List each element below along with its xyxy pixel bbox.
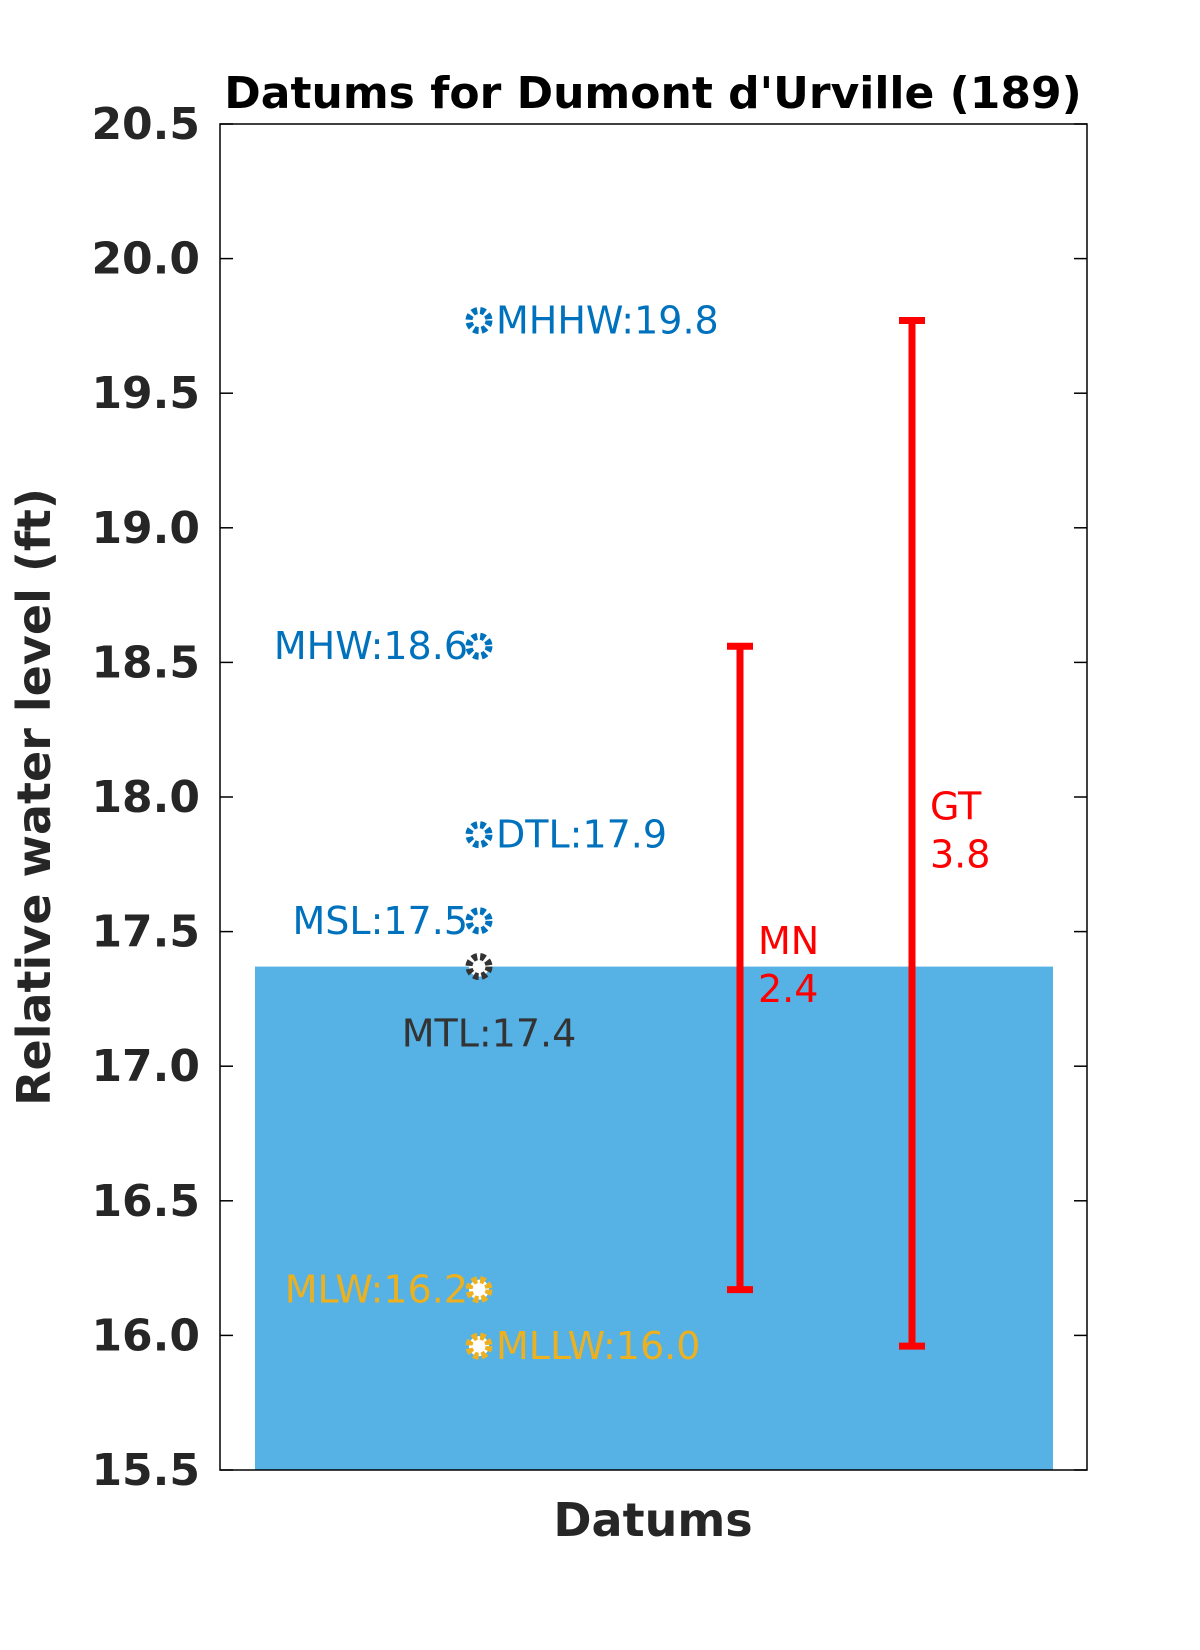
y-tick-label: 17.5 [91,907,200,958]
y-tick-label: 16.0 [91,1310,200,1361]
x-axis-label: Datums [553,1493,752,1547]
datum-marker-mtl [465,953,493,981]
datum-label-mlw: MLW:16.2 [285,1268,468,1312]
y-tick-label: 19.5 [91,368,200,419]
y-axis-label: Relative water level (ft) [7,488,61,1106]
datum-label-msl: MSL:17.5 [293,899,469,943]
datum-label-mtl: MTL:17.4 [402,1012,577,1056]
range-value-gt: 3.8 [930,832,990,876]
y-tick-label: 20.5 [91,99,200,150]
range-value-mn: 2.4 [758,967,818,1011]
datum-marker-mlw [465,1276,493,1304]
range-label-mn: MN [758,919,819,963]
datum-marker-mhhw [465,307,493,335]
datum-marker-mhw [465,632,493,660]
water-level-area [255,966,1053,1470]
datum-label-mllw: MLLW:16.0 [496,1324,700,1368]
datum-label-mhw: MHW:18.6 [274,624,468,668]
tidal-ranges: MN2.4 GT3.8 [727,317,990,1350]
y-tick-label: 17.0 [91,1041,200,1092]
chart-title: Datums for Dumont d'Urville (189) [224,68,1081,119]
datum-marker-dtl [465,821,493,849]
y-tick-label: 19.0 [91,503,200,554]
y-tick-label: 18.5 [91,637,200,688]
y-axis-ticks: 15.5 16.0 16.5 17.0 17.5 18.0 18.5 19.0 19.5 20.0… [91,99,1087,1496]
datum-points: MHHW:19.8 MHW:18.6 DTL:17.9 MSL:17.5 MTL:17.… [274,299,719,1369]
datum-label-mhhw: MHHW:19.8 [496,299,719,343]
y-tick-label: 20.0 [91,234,200,285]
y-tick-label: 16.5 [91,1176,200,1227]
y-tick-label: 18.0 [91,772,200,823]
y-tick-label: 15.5 [91,1445,200,1496]
range-label-gt: GT [930,784,982,828]
datum-label-dtl: DTL:17.9 [496,813,667,857]
datum-marker-mllw [465,1332,493,1360]
datum-marker-msl [465,907,493,935]
